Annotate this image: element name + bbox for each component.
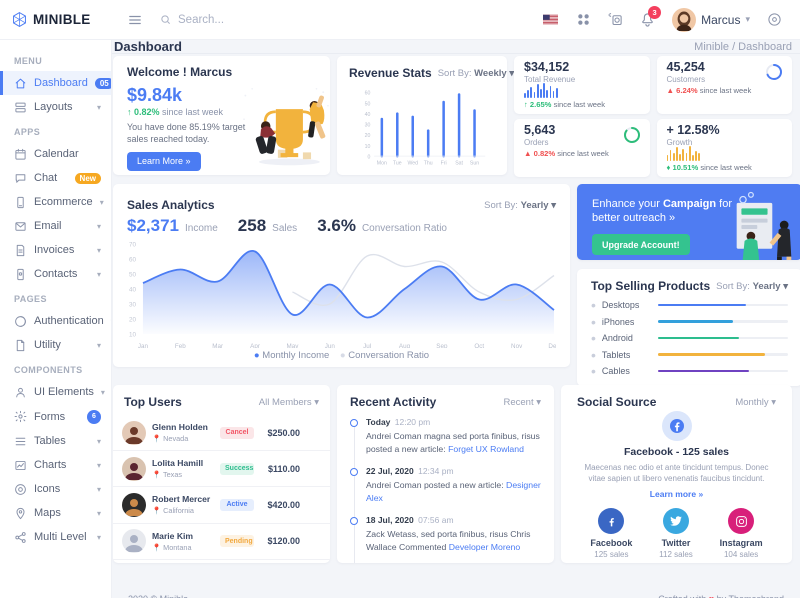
svg-text:Apr: Apr [250,343,260,348]
svg-text:Feb: Feb [175,343,186,348]
svg-text:Sat: Sat [455,160,463,166]
svg-text:60: 60 [129,256,136,263]
svg-text:Sep: Sep [436,343,448,348]
svg-text:Dec: Dec [548,343,556,348]
svg-text:Oct: Oct [474,343,484,348]
svg-text:Sun: Sun [470,160,479,166]
svg-text:Tue: Tue [393,160,402,166]
svg-text:70: 70 [129,241,136,248]
svg-text:Mon: Mon [377,160,387,166]
svg-text:Aug: Aug [399,343,411,348]
svg-text:60: 60 [365,91,371,97]
svg-text:40: 40 [365,112,371,118]
svg-text:30: 30 [129,301,136,308]
svg-text:40: 40 [129,286,136,293]
svg-text:Wed: Wed [407,160,418,166]
svg-text:50: 50 [365,101,371,107]
svg-text:30: 30 [365,123,371,129]
svg-text:Jul: Jul [363,343,371,348]
svg-text:Mar: Mar [212,343,223,348]
svg-text:Nov: Nov [511,343,523,348]
svg-text:20: 20 [129,316,136,323]
svg-text:50: 50 [129,271,136,278]
svg-text:0: 0 [368,154,371,160]
svg-text:10: 10 [129,331,136,338]
svg-text:10: 10 [365,144,371,150]
svg-text:Jun: Jun [325,343,336,348]
svg-text:May: May [287,343,300,348]
svg-text:20: 20 [365,133,371,139]
svg-text:Fri: Fri [441,160,447,166]
svg-text:Jan: Jan [138,343,149,348]
svg-text:Thu: Thu [424,160,433,166]
